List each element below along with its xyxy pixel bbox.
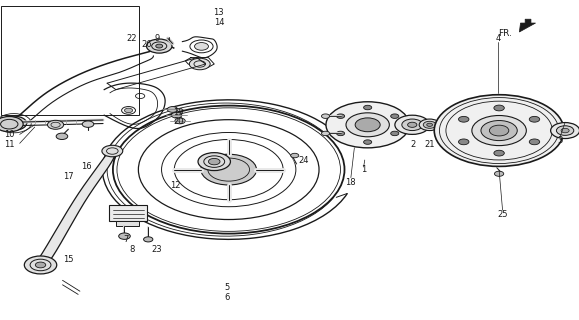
Circle shape: [408, 122, 417, 127]
Text: 4: 4: [495, 34, 501, 43]
Text: 22: 22: [127, 34, 137, 43]
Circle shape: [391, 131, 399, 136]
Circle shape: [47, 120, 64, 129]
Circle shape: [102, 145, 123, 157]
Circle shape: [10, 121, 17, 125]
Circle shape: [291, 153, 299, 158]
Text: 15: 15: [63, 255, 74, 264]
Text: 9: 9: [155, 34, 160, 43]
Text: 11: 11: [4, 140, 14, 148]
Text: 19: 19: [173, 108, 184, 116]
Circle shape: [336, 131, 345, 136]
Polygon shape: [109, 205, 147, 221]
Circle shape: [175, 118, 185, 124]
Text: 26: 26: [141, 40, 152, 49]
Text: 8: 8: [129, 245, 135, 254]
Circle shape: [402, 119, 423, 131]
Text: 14: 14: [214, 18, 224, 27]
Circle shape: [326, 102, 409, 148]
Circle shape: [35, 262, 46, 268]
Circle shape: [489, 125, 509, 136]
Text: 13: 13: [214, 8, 224, 17]
Circle shape: [189, 58, 210, 70]
Circle shape: [56, 133, 68, 140]
Circle shape: [561, 128, 569, 133]
Circle shape: [556, 126, 574, 135]
Text: 18: 18: [346, 178, 356, 187]
Text: 25: 25: [497, 210, 508, 219]
Circle shape: [124, 108, 133, 113]
Circle shape: [144, 237, 153, 242]
Circle shape: [395, 115, 430, 134]
Circle shape: [198, 153, 230, 171]
Circle shape: [423, 121, 436, 128]
Circle shape: [355, 118, 380, 132]
Text: 10: 10: [4, 130, 14, 139]
Circle shape: [494, 105, 504, 111]
Circle shape: [391, 114, 399, 118]
Circle shape: [427, 123, 433, 126]
Circle shape: [472, 116, 526, 146]
Text: 12: 12: [170, 181, 180, 190]
Circle shape: [551, 123, 579, 139]
Circle shape: [201, 154, 256, 185]
Text: 7: 7: [123, 236, 129, 244]
Circle shape: [459, 116, 469, 122]
Circle shape: [195, 43, 208, 50]
Text: 3: 3: [557, 136, 563, 145]
Circle shape: [481, 121, 517, 140]
Circle shape: [156, 44, 163, 48]
Text: 16: 16: [82, 162, 92, 171]
Circle shape: [419, 119, 440, 131]
Circle shape: [321, 131, 329, 136]
Text: 20: 20: [173, 117, 184, 126]
Circle shape: [167, 107, 178, 112]
Circle shape: [346, 113, 389, 137]
Circle shape: [459, 139, 469, 145]
Circle shape: [494, 171, 504, 176]
Text: FR.: FR.: [498, 29, 512, 38]
Circle shape: [529, 116, 540, 122]
Text: 6: 6: [224, 293, 230, 302]
Circle shape: [24, 256, 57, 274]
Circle shape: [494, 150, 504, 156]
Circle shape: [434, 95, 564, 166]
Circle shape: [82, 121, 94, 127]
Text: 1: 1: [361, 165, 367, 174]
Circle shape: [336, 114, 345, 118]
Circle shape: [1, 116, 27, 130]
Circle shape: [0, 116, 23, 132]
Text: 21: 21: [424, 140, 435, 148]
Text: 23: 23: [151, 245, 162, 254]
Circle shape: [171, 112, 182, 118]
Circle shape: [364, 140, 372, 144]
Circle shape: [529, 139, 540, 145]
Text: 24: 24: [298, 156, 309, 164]
Circle shape: [146, 39, 172, 53]
Polygon shape: [116, 221, 139, 226]
Text: 17: 17: [63, 172, 74, 180]
Circle shape: [321, 114, 329, 118]
Text: 5: 5: [224, 284, 230, 292]
Circle shape: [208, 158, 220, 165]
Circle shape: [364, 105, 372, 110]
Polygon shape: [519, 19, 536, 32]
Text: 2: 2: [411, 140, 416, 148]
Circle shape: [119, 233, 130, 239]
